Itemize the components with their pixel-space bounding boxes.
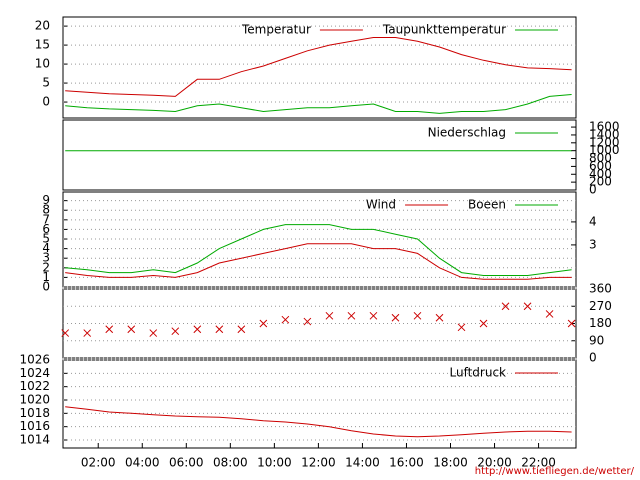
- scatter-point: [479, 319, 488, 328]
- x-tick-label: 10:00: [257, 456, 292, 470]
- legend-label: Taupunkttemperatur: [382, 23, 506, 37]
- y-tick-label: 0: [42, 95, 50, 109]
- y2-tick-label: 0: [589, 351, 597, 365]
- x-tick-label: 20:00: [477, 456, 512, 470]
- scatter-point: [545, 310, 554, 318]
- y-tick-label: 9: [42, 193, 50, 207]
- scatter-point: [567, 319, 576, 328]
- series-line: [65, 224, 572, 276]
- y2-tick-label: 90: [589, 333, 604, 347]
- y-tick-label: 20: [35, 19, 50, 33]
- x-tick-label: 12:00: [301, 456, 336, 470]
- y-tick-label: 3: [42, 251, 50, 265]
- y-tick-label: 2: [42, 260, 50, 274]
- y2-tick-label: 400: [589, 167, 612, 181]
- y-tick-label: 1026: [19, 353, 50, 367]
- series-line: [65, 243, 572, 280]
- y-tick-label: 7: [42, 212, 50, 226]
- scatter-point: [457, 323, 466, 332]
- series-line: [65, 94, 572, 114]
- plot-frame: [62, 16, 577, 119]
- scatter-point: [149, 329, 158, 337]
- scatter-point: [369, 311, 378, 320]
- scatter-point: [127, 325, 136, 334]
- scatter-point: [391, 313, 400, 322]
- scatter-point: [105, 325, 114, 334]
- series-line: [65, 37, 572, 97]
- y-tick-label: 10: [35, 57, 50, 71]
- scatter-point: [347, 311, 356, 320]
- y-tick-label: 0: [42, 280, 50, 294]
- legend-label: Wind: [366, 198, 396, 212]
- x-tick-label: 22:00: [521, 456, 556, 470]
- x-tick-label: 14:00: [345, 456, 380, 470]
- footer-link: http://www.tiefliegen.de/wetter/: [475, 466, 635, 477]
- scatter-point: [171, 327, 180, 336]
- y-tick-label: 8: [42, 203, 50, 217]
- y-tick-label: 1016: [19, 419, 50, 433]
- y2-tick-label: 1600: [589, 120, 620, 134]
- y2-tick-label: 270: [589, 299, 612, 313]
- y-tick-label: 5: [42, 76, 50, 90]
- scatter-point: [193, 325, 202, 334]
- y2-tick-label: 200: [589, 175, 612, 189]
- y2-tick-label: 600: [589, 159, 612, 173]
- y2-tick-label: 0: [589, 183, 597, 197]
- legend-label: Temperatur: [241, 23, 311, 37]
- x-tick-label: 18:00: [433, 456, 468, 470]
- series-line: [65, 406, 572, 438]
- scatter-point: [435, 313, 444, 322]
- legend-label: Luftdruck: [449, 366, 506, 380]
- scatter-point: [83, 329, 92, 337]
- y2-tick-label: 3: [589, 237, 597, 251]
- scatter-point: [523, 302, 532, 311]
- scatter-point: [501, 302, 510, 311]
- y-tick-label: 1014: [19, 433, 50, 447]
- y2-tick-label: 4: [589, 214, 597, 228]
- y-tick-label: 15: [35, 38, 50, 52]
- y2-tick-label: 1400: [589, 127, 620, 141]
- scatter-point: [413, 311, 422, 320]
- x-tick-label: 02:00: [81, 456, 116, 470]
- y-tick-label: 6: [42, 222, 50, 236]
- x-tick-label: 16:00: [389, 456, 424, 470]
- legend-label: Niederschlag: [428, 126, 506, 140]
- scatter-point: [237, 325, 246, 334]
- y2-tick-label: 1200: [589, 135, 620, 149]
- x-tick-label: 06:00: [169, 456, 204, 470]
- y2-tick-label: 360: [589, 282, 612, 296]
- scatter-point: [61, 329, 70, 337]
- legend-label: Boeen: [468, 198, 506, 212]
- y-tick-label: 1024: [19, 366, 50, 380]
- y-tick-label: 1022: [19, 379, 50, 393]
- scatter-point: [259, 319, 268, 328]
- y2-tick-label: 180: [589, 316, 612, 330]
- y2-tick-label: 800: [589, 151, 612, 165]
- plot-frame: [62, 119, 577, 191]
- y-tick-label: 1: [42, 270, 50, 284]
- y-tick-label: 1018: [19, 406, 50, 420]
- scatter-point: [325, 311, 334, 320]
- scatter-point: [281, 315, 290, 324]
- x-tick-label: 08:00: [213, 456, 248, 470]
- y-tick-label: 4: [42, 241, 50, 255]
- x-tick-label: 04:00: [125, 456, 160, 470]
- y2-tick-label: 1000: [589, 143, 620, 157]
- y-tick-label: 1020: [19, 393, 50, 407]
- scatter-point: [303, 317, 312, 326]
- scatter-point: [215, 325, 224, 334]
- y-tick-label: 5: [42, 232, 50, 246]
